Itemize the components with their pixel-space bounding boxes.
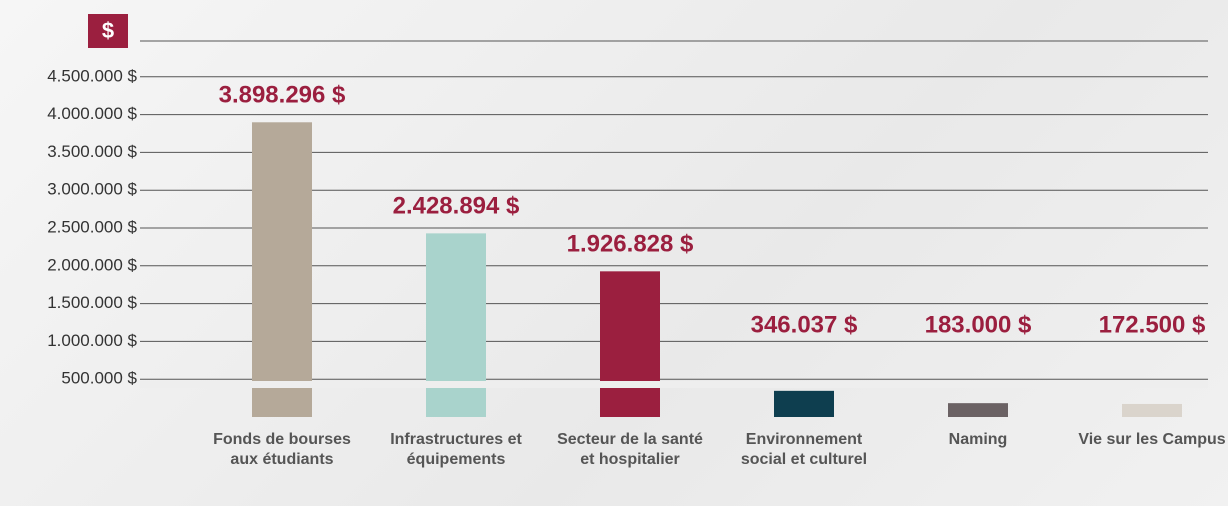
x-tick-label: Environnement social et culturel [740, 431, 868, 468]
value-label: 3.898.296 $ [219, 82, 346, 109]
bar [426, 233, 486, 417]
value-label: 183.000 $ [925, 311, 1032, 338]
value-label: 2.428.894 $ [393, 193, 520, 220]
x-tick-label: Infrastructures et équipements [390, 431, 522, 468]
axis-break [140, 381, 1208, 388]
y-tick-label: 500.000 $ [61, 369, 137, 388]
value-label: 172.500 $ [1099, 311, 1206, 338]
y-tick-label: 4.000.000 $ [47, 104, 137, 123]
value-label: 1.926.828 $ [567, 231, 694, 258]
y-tick-label: 2.500.000 $ [47, 217, 137, 236]
x-tick-label: Secteur de la santé et hospitalier [557, 431, 703, 468]
bar [774, 390, 834, 417]
bar [1122, 403, 1182, 417]
bar [948, 403, 1008, 417]
y-tick-label: 2.000.000 $ [47, 255, 137, 274]
value-label: 346.037 $ [751, 311, 858, 338]
bar [600, 271, 660, 417]
y-tick-label: 3.500.000 $ [47, 142, 137, 161]
bar [252, 122, 312, 418]
x-tick-label: Fonds de bourses aux étudiants [213, 431, 351, 468]
badge-box [88, 14, 128, 48]
y-tick-label: 3.000.000 $ [47, 180, 137, 199]
y-tick-label: 1.000.000 $ [47, 331, 137, 350]
badge: $ [102, 18, 114, 43]
y-tick-label: 4.500.000 $ [47, 66, 137, 85]
y-tick-label: 1.500.000 $ [47, 293, 137, 312]
x-tick-label: Vie sur les Campus [1078, 431, 1226, 448]
x-tick-label: Naming [948, 431, 1008, 448]
